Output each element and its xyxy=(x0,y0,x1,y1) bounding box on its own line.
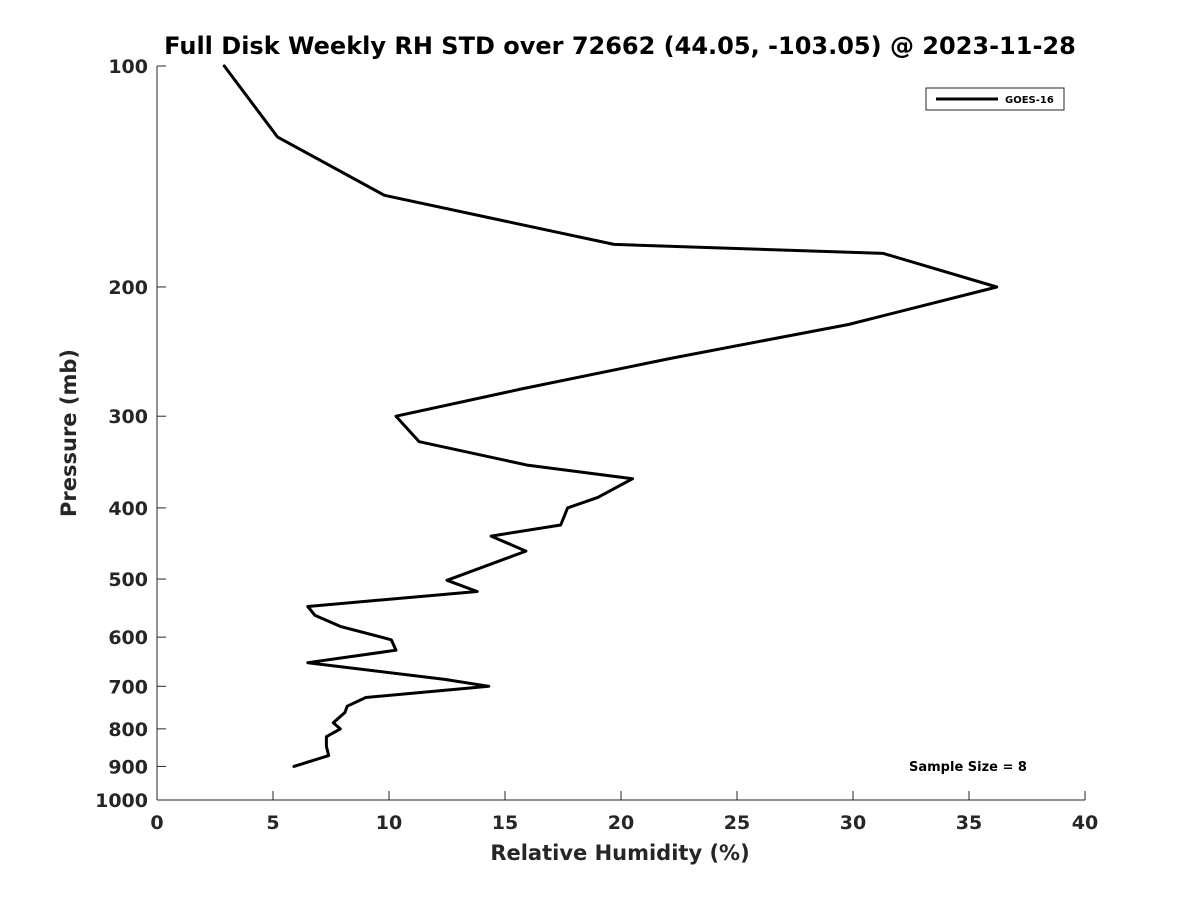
y-tick-label: 700 xyxy=(108,676,148,698)
y-tick-label: 100 xyxy=(108,56,148,78)
legend: GOES-16 xyxy=(925,87,1065,111)
axes xyxy=(156,66,1085,801)
y-tick-label: 600 xyxy=(108,627,148,649)
y-tick-label: 1000 xyxy=(95,790,148,812)
x-tick-label: 5 xyxy=(266,812,279,834)
chart-title: Full Disk Weekly RH STD over 72662 (44.0… xyxy=(164,32,1076,60)
y-tick-label: 300 xyxy=(108,406,148,428)
y-tick-label: 200 xyxy=(108,277,148,299)
y-tick-label: 800 xyxy=(108,719,148,741)
y-tick-label: 400 xyxy=(108,498,148,520)
legend-label-goes-16: GOES-16 xyxy=(1005,95,1054,106)
tick-marks: 0 5 10 15 20 25 30 35 40 100 200 300 400 500 600 700 800… xyxy=(95,56,1098,834)
x-tick-label: 0 xyxy=(150,812,163,834)
x-axis-label: Relative Humidity (%) xyxy=(490,841,749,865)
x-tick-label: 35 xyxy=(956,812,982,834)
sample-size-annotation: Sample Size = 8 xyxy=(909,760,1027,775)
x-tick-label: 25 xyxy=(724,812,750,834)
x-tick-label: 30 xyxy=(840,812,866,834)
series-line-goes-16 xyxy=(222,64,999,768)
x-tick-label: 10 xyxy=(376,812,402,834)
y-tick-label: 900 xyxy=(108,756,148,778)
y-tick-label: 500 xyxy=(108,569,148,591)
y-axis-label: Pressure (mb) xyxy=(57,349,81,517)
x-tick-label: 20 xyxy=(608,812,634,834)
x-tick-label: 15 xyxy=(492,812,518,834)
x-tick-label: 40 xyxy=(1072,812,1098,834)
series-layer xyxy=(222,64,999,768)
